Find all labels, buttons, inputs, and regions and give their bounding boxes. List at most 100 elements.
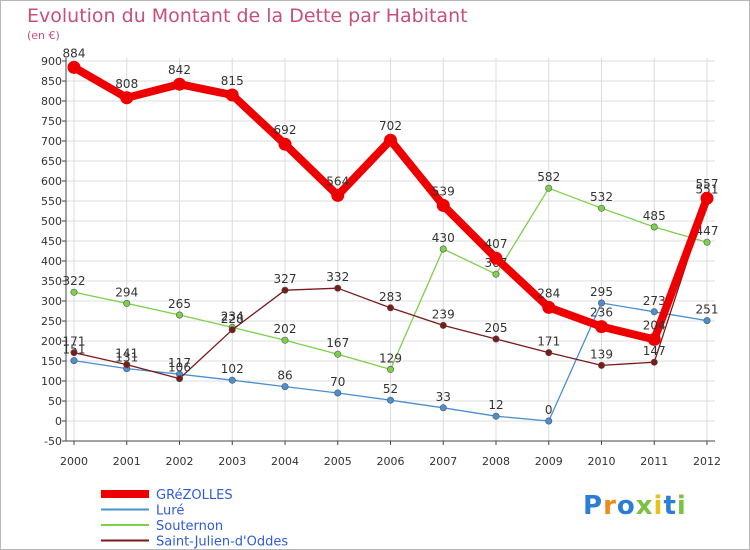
x-tick-label: 2001 [113,455,141,468]
data-point [647,332,661,346]
data-label: 239 [432,307,455,321]
y-tick-label: 850 [41,75,62,88]
data-label: 564 [326,174,349,188]
data-label: 295 [590,285,613,299]
data-label: 582 [537,170,560,184]
data-point [545,184,553,192]
data-label: 539 [432,184,455,198]
x-tick-label: 2008 [482,455,510,468]
data-label: 129 [379,351,402,365]
data-point [228,326,236,334]
data-point [492,412,500,420]
brand-logo: Proxiti [583,491,687,521]
data-label: 332 [326,270,349,284]
data-point [492,270,500,278]
data-point [597,204,605,212]
data-label: 284 [537,286,560,300]
y-tick-label: 350 [41,275,62,288]
data-point [228,376,236,384]
x-tick-label: 2004 [271,455,299,468]
x-tick-label: 2009 [535,455,563,468]
brand-letter: o [616,491,636,521]
data-point [225,88,239,102]
data-label: 52 [383,382,398,396]
data-point [650,358,658,366]
series-1: 15113111710286705233120295273251 [63,285,719,425]
x-tick-label: 2010 [588,455,616,468]
brand-letter: r [603,491,617,521]
x-tick-label: 2003 [218,455,246,468]
data-label: 205 [485,321,508,335]
data-label: 692 [274,123,297,137]
brand-letter: i [653,491,664,521]
brand-letter: t [663,491,677,521]
data-point [120,91,134,105]
y-tick-label: 250 [41,315,62,328]
data-label: 106 [168,361,191,375]
data-label: 33 [436,390,451,404]
data-point [334,389,342,397]
data-label: 327 [274,272,297,286]
y-tick-label: 400 [41,255,62,268]
data-point [542,300,556,314]
y-tick-label: 900 [41,55,62,68]
series-0: 884 808 842 815 692 564 702 539 407 284 236 204 557 [63,46,718,346]
y-tick-label: 200 [41,335,62,348]
x-tick-label: 2005 [324,455,352,468]
data-point [595,320,608,334]
y-tick-label: 50 [48,395,62,408]
data-label: 86 [277,369,292,383]
data-point [123,361,131,369]
legend-label: Souternon [156,519,223,534]
data-point [545,417,553,425]
data-point [281,383,289,391]
data-point [597,361,605,369]
x-tick-label: 2012 [693,455,721,468]
data-point [123,299,131,307]
x-tick-label: 2007 [429,455,457,468]
data-label: 251 [696,303,719,317]
data-label: 228 [221,312,244,326]
data-label: 234 [221,309,244,323]
data-point [386,304,394,312]
legend-label: GRéZOLLES [156,488,233,503]
y-tick-label: 700 [41,135,62,148]
data-point [70,349,78,357]
data-point [67,60,81,74]
data-label: 102 [221,362,244,376]
data-point [439,245,447,253]
data-label: 265 [168,297,191,311]
data-point [386,365,394,373]
y-tick-label: 550 [41,195,62,208]
data-label: 842 [168,63,191,77]
x-tick-label: 2011 [640,455,668,468]
data-label: 294 [115,285,138,299]
data-label: 236 [590,306,613,320]
data-label: 141 [115,347,138,361]
data-point [334,350,342,358]
y-tick-label: 300 [41,295,62,308]
data-label: 551 [696,183,719,197]
data-label: 202 [274,322,297,336]
data-point [489,251,503,265]
data-point [281,336,289,344]
data-point [384,133,397,147]
data-point [334,284,342,292]
data-point [176,375,184,383]
data-point [436,198,450,212]
data-label: 532 [590,190,613,204]
legend-label: Luré [156,504,184,519]
data-label: 273 [643,294,666,308]
data-label: 407 [485,237,508,251]
chart-unit-label: (en €) [27,29,60,42]
y-tick-label: 750 [41,115,62,128]
chart-title: Evolution du Montant de la Dette par Hab… [27,5,468,27]
brand-letter: i [676,491,687,521]
data-point [597,299,605,307]
data-point [281,286,289,294]
brand-letter: P [583,491,604,521]
data-point [650,308,658,316]
data-label: 12 [488,398,503,412]
data-point [176,311,184,319]
